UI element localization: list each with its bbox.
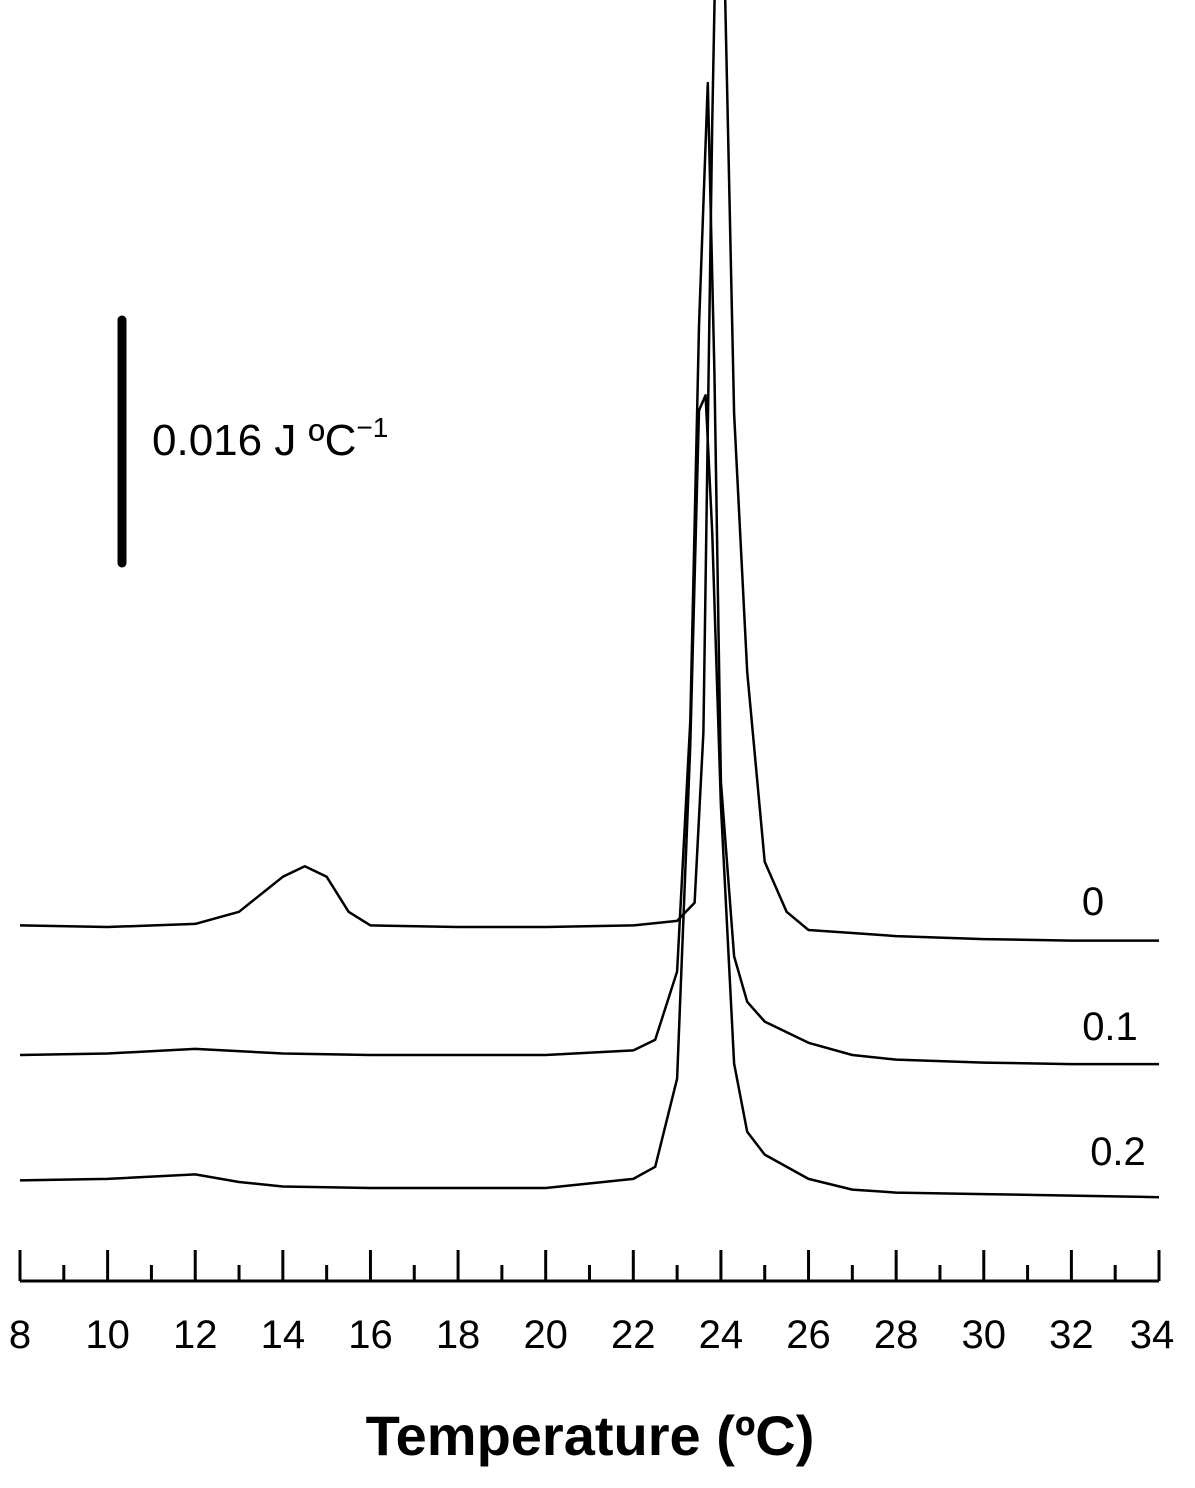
curves-group [19, 0, 1160, 1199]
x-tick-label: 20 [523, 1313, 568, 1357]
x-axis-title: Temperature (ºC) [366, 1404, 815, 1467]
series-line-0-2 [19, 394, 1160, 1199]
series-line-0 [19, 0, 1159, 942]
x-tick-label: 30 [962, 1313, 1007, 1357]
x-tick-label: 14 [261, 1313, 306, 1357]
x-tick-label: 24 [699, 1313, 744, 1357]
x-tick-label: 22 [611, 1313, 656, 1357]
series-label-0: 0 [1082, 880, 1104, 924]
series-line-0-1 [19, 81, 1159, 1066]
scale-bar-exponent: −1 [356, 412, 388, 443]
x-tick-label: 10 [85, 1313, 130, 1357]
scale-bar-group: 0.016 J ºC−1 [117, 315, 388, 568]
x-tick-label: 16 [348, 1313, 393, 1357]
x-ticks-group [18, 1250, 1161, 1281]
x-tick-label: 18 [436, 1313, 481, 1357]
scale-bar-label: 0.016 J ºC−1 [152, 412, 388, 465]
curve-labels-group: 0 0.1 0.2 [1082, 880, 1146, 1174]
series-label-0-1: 0.1 [1082, 1005, 1138, 1049]
series-label-0-2: 0.2 [1090, 1130, 1146, 1174]
x-tick-label: 8 [9, 1313, 31, 1357]
x-tick-labels-group: 8 10 12 14 16 18 20 22 24 26 28 30 32 34 [9, 1313, 1174, 1357]
x-tick-label: 28 [874, 1313, 919, 1357]
x-tick-label: 12 [173, 1313, 218, 1357]
x-tick-label: 26 [786, 1313, 831, 1357]
x-tick-label: 32 [1049, 1313, 1094, 1357]
scale-bar-unit: 0.016 J ºC [152, 416, 356, 465]
x-tick-label: 34 [1130, 1313, 1175, 1357]
